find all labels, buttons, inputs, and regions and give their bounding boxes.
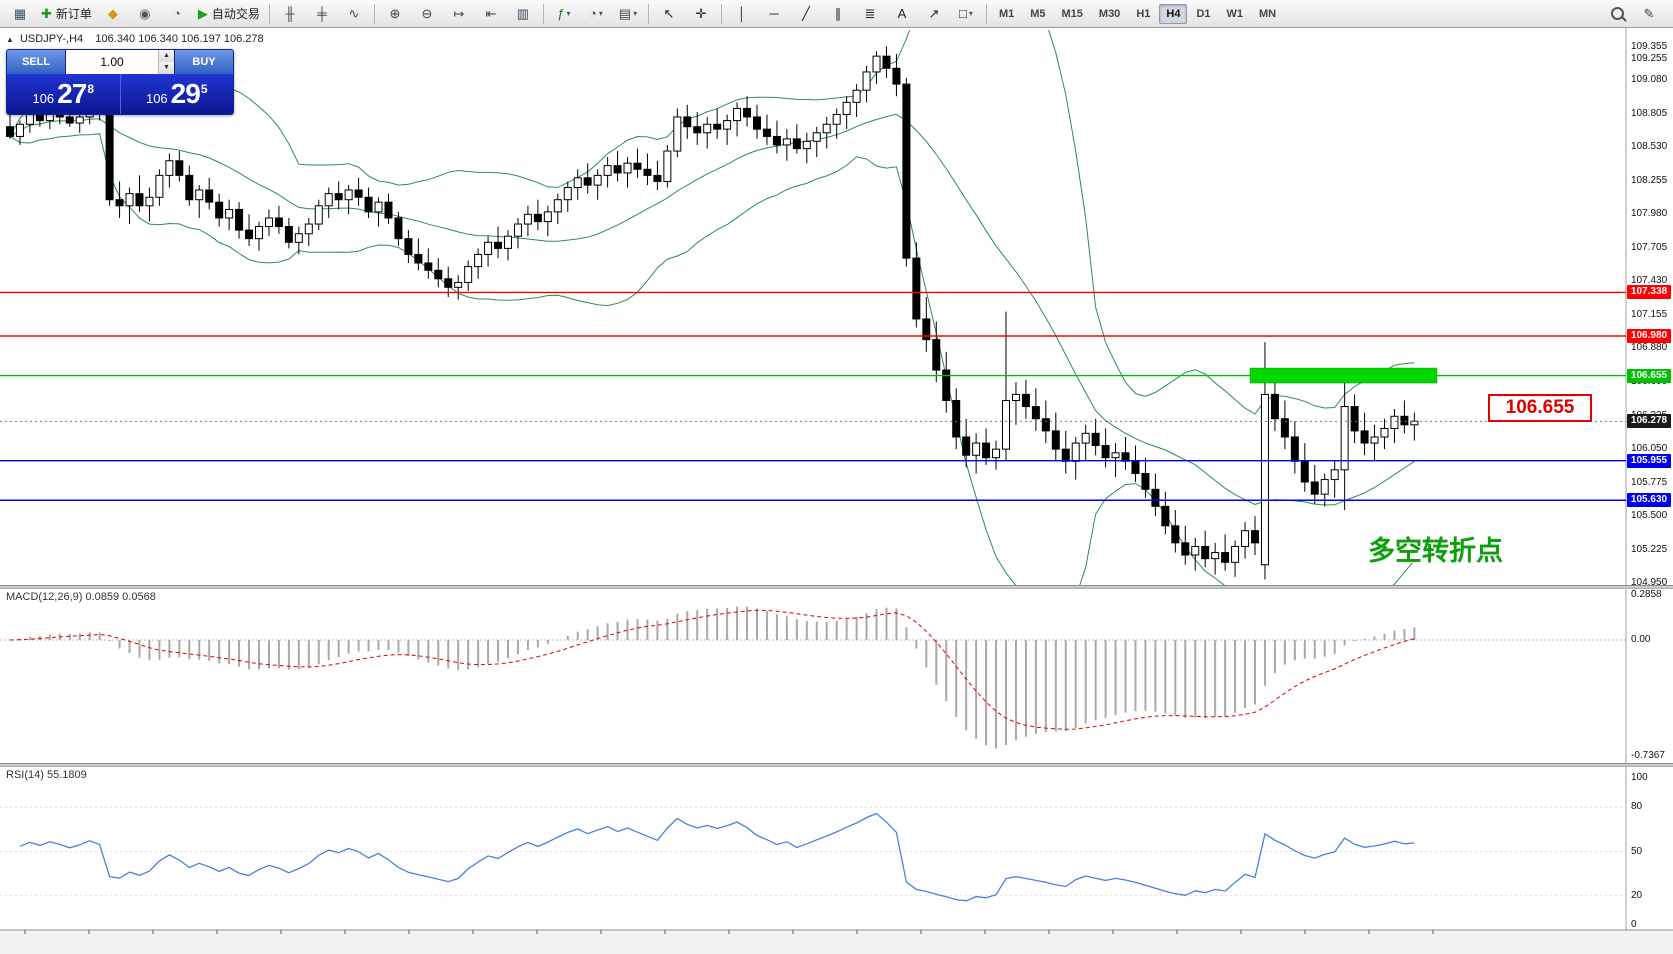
sell-price-pips: 27 — [57, 78, 87, 109]
fibonacci-icon[interactable]: ≣ — [864, 5, 876, 21]
timeframe-m1-button[interactable]: M1 — [998, 7, 1015, 20]
volume-stepper: ▲ ▼ — [65, 50, 175, 74]
shapes-icon[interactable]: □ ▾ — [959, 6, 973, 21]
timeframe-m15-button[interactable]: M15 — [1061, 7, 1083, 20]
timeframe-h4-button[interactable]: H4 — [1159, 3, 1188, 24]
rsi-window-separator[interactable] — [0, 763, 1673, 767]
timeframe-m30-button[interactable]: M30 — [1098, 7, 1121, 20]
buy-price-point: 5 — [200, 82, 208, 96]
price-level-callout[interactable]: 106.655 — [1488, 394, 1592, 422]
macd-indicator-label: MACD(12,26,9) 0.0859 0.0568 — [6, 591, 156, 603]
sell-button[interactable]: SELL — [7, 50, 65, 74]
templates-icon[interactable]: ▤ ▾ — [618, 5, 638, 21]
timeframe-m5-button[interactable]: M5 — [1030, 7, 1046, 20]
turning-point-annotation[interactable]: 多空转折点 — [1368, 536, 1503, 566]
edit-icon[interactable]: ✎ — [1643, 5, 1655, 21]
buy-price[interactable]: 106 29 5 — [121, 74, 234, 114]
market-depth-icon[interactable]: ◆ — [107, 5, 118, 21]
volume-increase-button[interactable]: ▲ — [159, 50, 174, 62]
time-axis[interactable] — [0, 930, 1673, 954]
chart-plot-area[interactable] — [0, 30, 1626, 585]
ohlc-values: 106.340 106.340 106.197 106.278 — [95, 33, 264, 45]
toolbar-separator — [373, 3, 375, 24]
arrows-icon[interactable]: ↗ — [928, 5, 940, 21]
buy-price-main: 106 — [145, 90, 168, 106]
line-chart-icon[interactable]: ∿ — [348, 5, 360, 21]
profiles-icon[interactable]: ◉ — [139, 5, 151, 21]
new-order-icon[interactable]: ✚ 新订单 — [41, 5, 92, 22]
horizontal-line-icon[interactable]: ─ — [769, 6, 779, 21]
timeframe-h1-button[interactable]: H1 — [1136, 7, 1151, 20]
timeframe-w1-button[interactable]: W1 — [1226, 7, 1244, 20]
symbol-name: USDJPY-,H4 — [19, 33, 84, 45]
volume-input[interactable] — [66, 50, 158, 74]
zoom-out-icon[interactable]: ⊖ — [421, 5, 433, 21]
volume-decrease-button[interactable]: ▼ — [159, 62, 174, 74]
tile-windows-icon[interactable]: ▥ — [516, 5, 530, 21]
cursor-icon[interactable]: ↖ — [663, 5, 675, 21]
timeframe-mn-button[interactable]: MN — [1259, 7, 1277, 20]
main-toolbar: ▦ ✚ 新订单 ◆ ◉ ◔ ▶ 自动交易 ╫ ╪ ∿ ⊕ ⊖ ↦ ⇤ ▥ ƒ ▾ ◔ ▾ ▤ ▾ ↖ ✛ │ ─ ╱ ∥ ≣ A ↗ □ ▾ M1… — [0, 0, 1673, 28]
chart-window: 109.355 109.255 109.080 108.805 108.530 108.2… — [0, 28, 1673, 954]
buy-button[interactable]: BUY — [175, 50, 233, 74]
chart-shift-icon[interactable]: ⇤ — [485, 5, 497, 21]
vertical-line-icon[interactable]: │ — [737, 6, 746, 21]
autotrading-icon[interactable]: ▶ 自动交易 — [197, 5, 260, 22]
trendline-icon[interactable]: ╱ — [802, 5, 810, 21]
data-window-icon[interactable]: ◔ — [172, 6, 181, 21]
candle-chart-icon[interactable]: ╪ — [317, 6, 327, 21]
price-scale[interactable] — [1626, 30, 1673, 930]
toolbar-separator — [542, 3, 544, 24]
zoom-in-icon[interactable]: ⊕ — [389, 5, 401, 21]
timeframe-d1-button[interactable]: D1 — [1196, 7, 1211, 20]
new-chart-icon[interactable]: ▦ — [13, 5, 27, 21]
crosshair-icon[interactable]: ✛ — [695, 5, 707, 21]
chart-title: ▲ USDJPY-,H4 106.340 106.340 106.197 106… — [6, 33, 264, 45]
symbol-collapse-icon[interactable]: ▲ — [6, 35, 14, 44]
toolbar-separator — [985, 3, 987, 24]
auto-scroll-icon[interactable]: ↦ — [453, 5, 465, 21]
rsi-indicator-label: RSI(14) 55.1809 — [6, 769, 87, 781]
periods-icon[interactable]: ◔ ▾ — [589, 6, 603, 21]
text-icon[interactable]: A — [897, 6, 907, 21]
bar-chart-icon[interactable]: ╫ — [285, 6, 295, 21]
search-icon[interactable] — [1602, 2, 1632, 26]
macd-window[interactable] — [0, 589, 1626, 763]
toolbar-separator — [647, 3, 649, 24]
rsi-window[interactable] — [0, 767, 1626, 930]
sell-price-point: 8 — [87, 82, 95, 96]
buy-price-pips: 29 — [170, 78, 201, 109]
one-click-trading-panel: SELL ▲ ▼ BUY 106 27 8 106 — [6, 49, 234, 115]
indicators-icon[interactable]: ƒ ▾ — [557, 6, 571, 21]
equidistant-channel-icon[interactable]: ∥ — [834, 5, 842, 21]
macd-window-separator[interactable] — [0, 585, 1673, 589]
sell-price-main: 106 — [32, 90, 55, 106]
toolbar-separator — [720, 3, 722, 24]
toolbar-separator — [268, 3, 270, 24]
sell-price[interactable]: 106 27 8 — [7, 74, 120, 114]
